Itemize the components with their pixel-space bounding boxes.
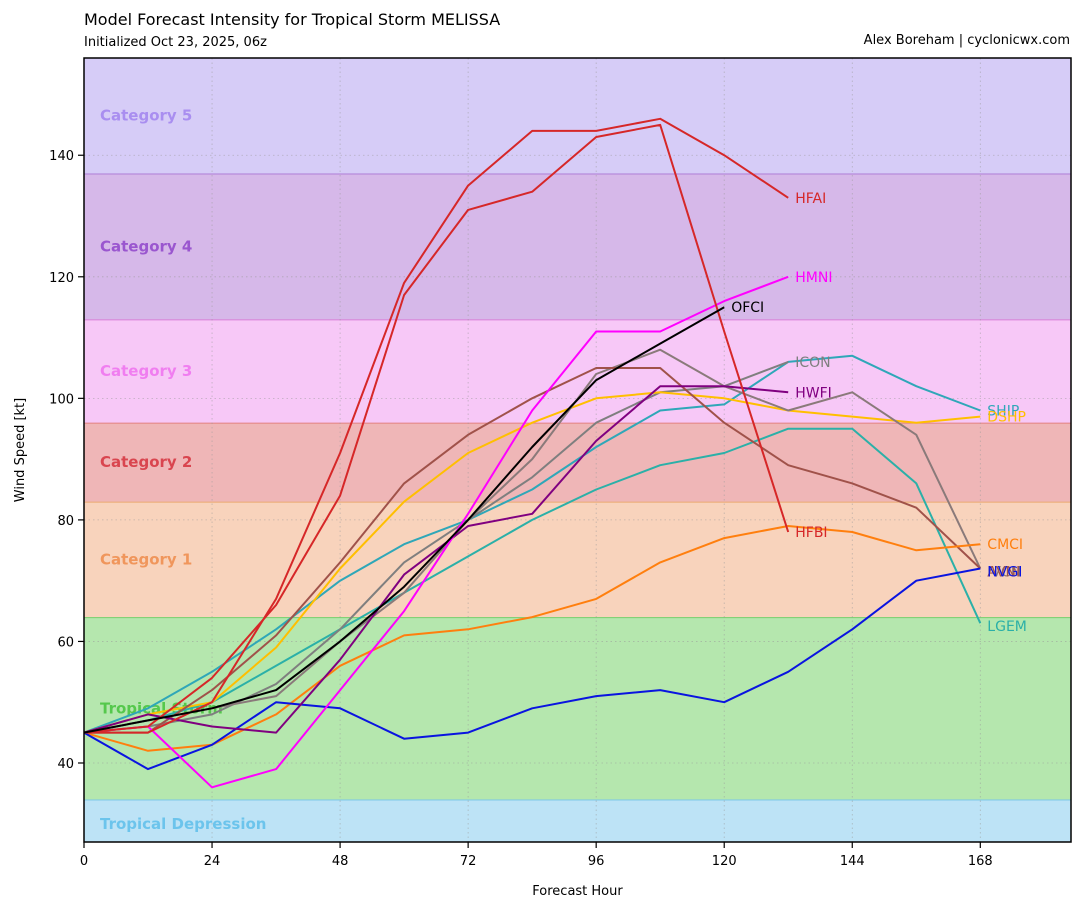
series-line-ivcn xyxy=(83,348,982,734)
series-line-hfbi xyxy=(83,123,790,734)
category-labels: Tropical Depression Tropical Storm Categor… xyxy=(100,107,266,833)
band-label-category-1: Category 1 xyxy=(100,550,192,568)
chart-credit: Alex Boreham | cyclonicwx.com xyxy=(863,33,1070,48)
chart-subtitle: Initialized Oct 23, 2025, 06z xyxy=(84,35,267,50)
series-line-hfai xyxy=(84,117,789,734)
plot-frame xyxy=(83,57,1072,843)
series-line-nvgi xyxy=(83,567,981,771)
band-label-category-3: Category 3 xyxy=(100,362,192,380)
series-line-dshp xyxy=(83,391,981,734)
band-tropical-depression xyxy=(84,799,1071,842)
band-label-tropical-storm: Tropical Storm xyxy=(100,699,223,717)
band-tropical-storm xyxy=(84,617,1071,800)
series-line-ship xyxy=(83,354,981,734)
series-lines xyxy=(83,117,982,789)
series-line-icon xyxy=(83,360,789,734)
band-category-1 xyxy=(84,501,1071,618)
series-label-hmni: HMNI xyxy=(795,270,832,286)
band-category-5 xyxy=(84,58,1071,174)
series-label-cmci: CMCI xyxy=(987,537,1023,553)
y-tick-label-40: 40 xyxy=(57,757,74,772)
band-label-category-5: Category 5 xyxy=(100,107,192,125)
series-line-avni xyxy=(84,367,981,734)
series-label-ivcn: IVCN xyxy=(987,565,1021,581)
y-tick-label-140: 140 xyxy=(49,149,74,164)
x-tick-label-0: 0 xyxy=(80,854,88,869)
band-label-tropical-depression: Tropical Depression xyxy=(100,815,266,833)
x-tick-label-48: 48 xyxy=(332,854,349,869)
series-label-hfbi: HFBI xyxy=(795,525,827,541)
x-tick-label-120: 120 xyxy=(712,854,737,869)
axes: 0 24 48 72 96 120 144 168 40 60 80 100 120 140 xyxy=(49,149,993,869)
series-label-avni: AVNI xyxy=(987,565,1020,581)
band-label-category-2: Category 2 xyxy=(100,453,192,471)
y-tick-label-80: 80 xyxy=(57,514,74,529)
series-line-ofci xyxy=(83,306,725,734)
series-line-hmni xyxy=(83,275,789,789)
series-label-hfai: HFAI xyxy=(795,191,826,207)
y-tick-label-60: 60 xyxy=(57,635,74,650)
series-label-ofci: OFCI xyxy=(731,300,764,316)
series-label-ship: SHIP xyxy=(987,403,1019,419)
band-category-4 xyxy=(84,173,1071,320)
x-tick-label-168: 168 xyxy=(968,854,993,869)
band-category-3 xyxy=(84,319,1071,423)
series-line-lgem xyxy=(83,427,982,734)
series-line-cmci xyxy=(83,525,981,752)
y-tick-label-120: 120 xyxy=(49,271,74,286)
series-label-lgem: LGEM xyxy=(987,619,1027,635)
y-tick-label-100: 100 xyxy=(49,392,74,407)
x-tick-label-24: 24 xyxy=(204,854,221,869)
series-label-nvgi: NVGI xyxy=(987,565,1022,581)
x-tick-label-96: 96 xyxy=(588,854,605,869)
series-label-dshp: DSHP xyxy=(987,410,1026,426)
band-label-category-4: Category 4 xyxy=(100,237,192,255)
x-tick-label-72: 72 xyxy=(460,854,477,869)
series-label-icon: ICON xyxy=(795,355,830,371)
series-label-hwfi: HWFI xyxy=(795,385,832,401)
chart-title: Model Forecast Intensity for Tropical St… xyxy=(84,10,501,29)
x-axis-label: Forecast Hour xyxy=(532,884,623,899)
series-line-hwfi xyxy=(83,385,789,734)
x-tick-label-144: 144 xyxy=(840,854,865,869)
y-axis-label: Wind Speed [kt] xyxy=(13,398,28,502)
